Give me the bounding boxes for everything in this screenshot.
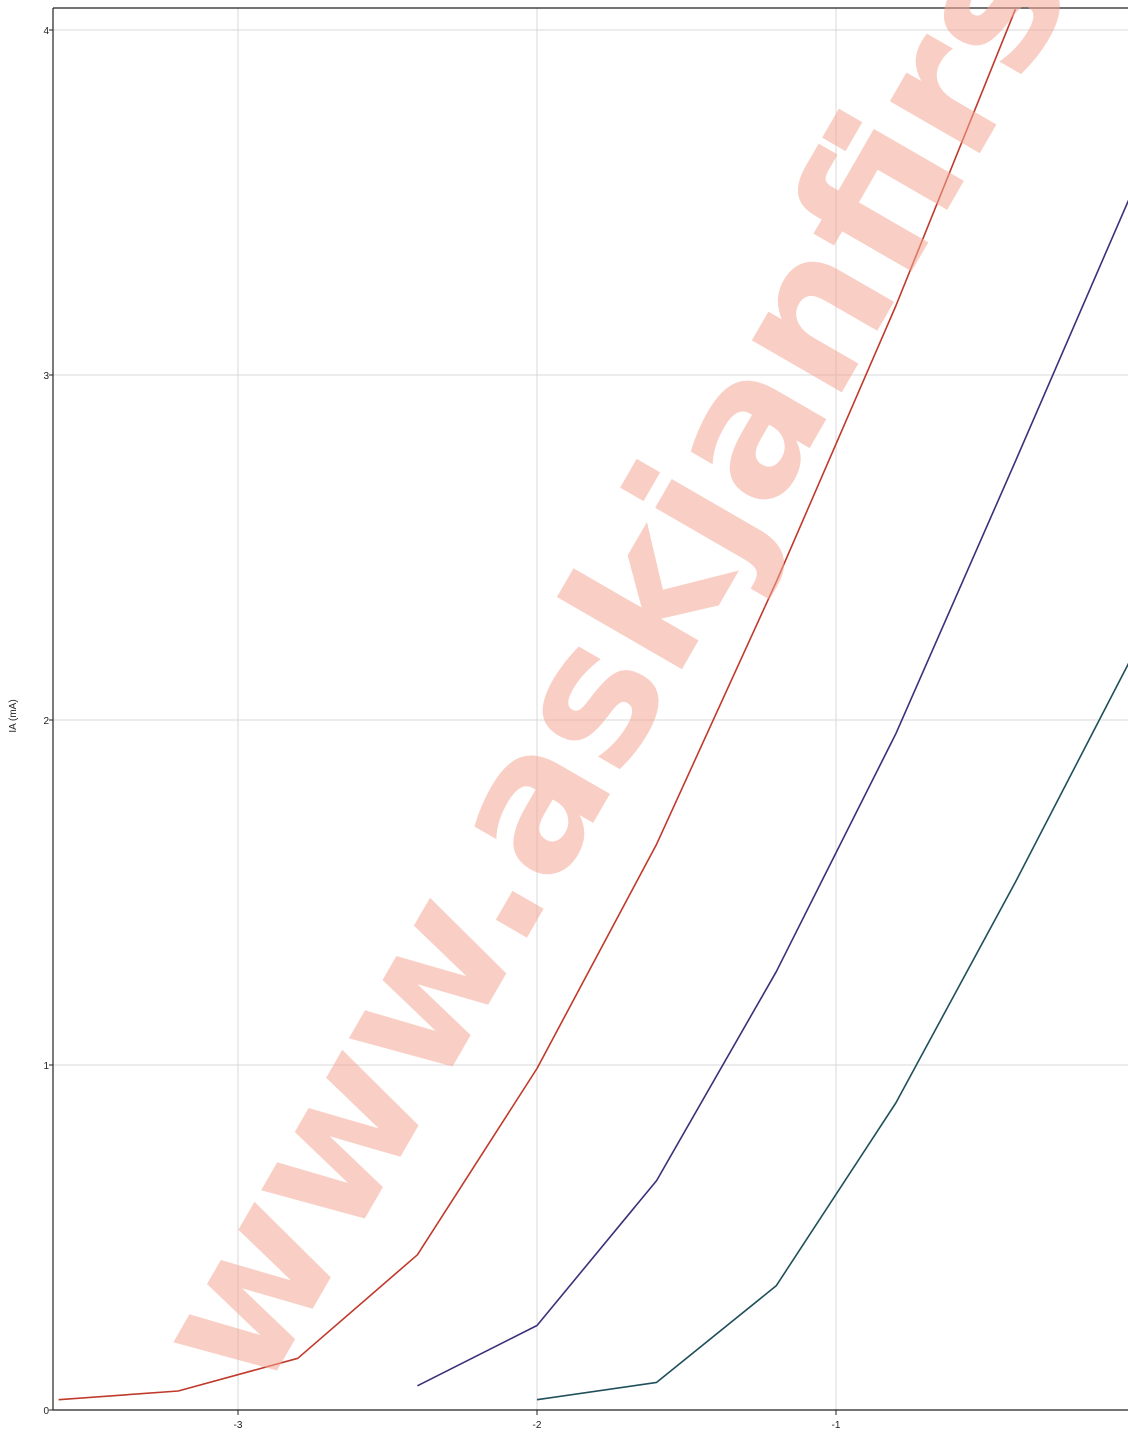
axes — [52, 7, 1128, 1411]
watermark-text: www.askjanfirst.com — [108, 0, 1128, 1423]
x-tick-label: -1 — [832, 1420, 841, 1431]
series-group — [58, 9, 1128, 1401]
y-tick-label: 1 — [43, 1061, 49, 1072]
x-tick-label: -3 — [234, 1420, 243, 1431]
ticks: -3 -2 -1 0 1 2 3 4 — [43, 26, 840, 1431]
y-tick-label: 2 — [43, 716, 49, 727]
y-tick-label: 4 — [43, 26, 49, 37]
series-line-2 — [417, 199, 1128, 1387]
grid — [53, 8, 1128, 1410]
series-line-3 — [536, 662, 1128, 1401]
series-line-1 — [58, 9, 1017, 1401]
y-tick-label: 0 — [43, 1406, 49, 1417]
x-tick-label: -2 — [533, 1420, 542, 1431]
y-tick-label: 3 — [43, 371, 49, 382]
y-axis-label: IA (mA) — [8, 699, 19, 732]
